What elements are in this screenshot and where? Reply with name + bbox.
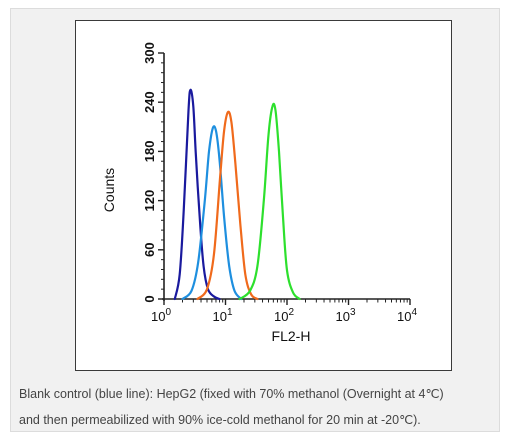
histogram-chart: 0 60 120 180 240 300 100 101 102 103 104 Counts FL2-…	[101, 42, 417, 344]
x-tick-label: 101	[212, 307, 232, 324]
histogram-figure: 0 60 120 180 240 300 100 101 102 103 104 Counts FL2-…	[75, 20, 452, 371]
y-tick-label: 300	[142, 42, 157, 64]
y-tick-label: 120	[142, 190, 157, 212]
x-tick-label: 103	[335, 307, 355, 324]
x-axis-title: FL2-H	[272, 328, 311, 344]
series-line-1	[173, 88, 221, 301]
series-line-4	[238, 102, 301, 301]
figure-caption: Blank control (blue line): HepG2 (fixed …	[19, 381, 495, 433]
y-tick-label: 180	[142, 141, 157, 163]
y-tick-label: 240	[142, 91, 157, 113]
x-tick-label: 102	[274, 307, 294, 324]
caption-line-1: Blank control (blue line): HepG2 (fixed …	[19, 387, 444, 401]
series-line-2	[181, 125, 243, 301]
x-tick-label: 104	[397, 307, 417, 324]
figure-card: 0 60 120 180 240 300 100 101 102 103 104 Counts FL2-…	[10, 8, 500, 432]
series-line-3	[196, 110, 259, 301]
caption-line-2: and then permeabilized with 90% ice-cold…	[19, 413, 421, 427]
y-tick-label: 0	[142, 295, 157, 302]
y-tick-label: 60	[142, 243, 157, 257]
y-axis-title: Counts	[101, 168, 117, 212]
x-tick-label: 100	[151, 307, 171, 324]
